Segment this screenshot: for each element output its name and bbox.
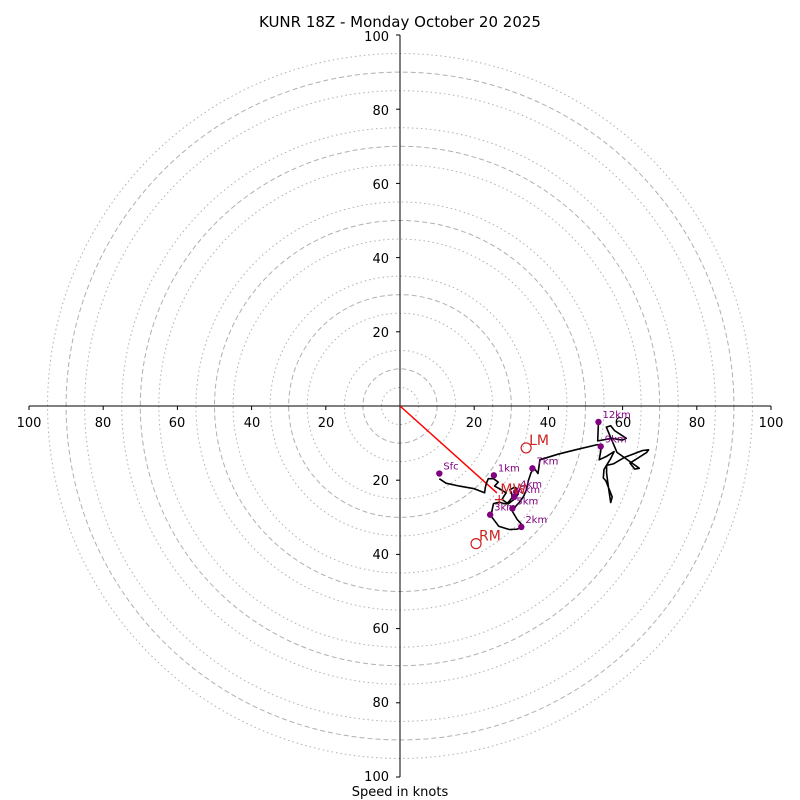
mean-wind-label: MW bbox=[500, 482, 526, 498]
y-tick-label: 40 bbox=[372, 252, 389, 267]
x-tick-label: 40 bbox=[244, 416, 261, 431]
height-marker-label: 6km bbox=[518, 485, 540, 496]
y-tick-label: 20 bbox=[372, 474, 389, 489]
x-tick-label: 100 bbox=[759, 416, 784, 431]
height-marker-label: 2km bbox=[525, 515, 547, 526]
mean-wind-vector-layer bbox=[399, 405, 498, 494]
height-marker-point bbox=[512, 488, 520, 495]
y-tick-label: 80 bbox=[372, 104, 389, 119]
x-axis-label: Speed in knots bbox=[352, 785, 449, 800]
storm-motion-label: LM bbox=[529, 433, 549, 449]
mean-wind-vector bbox=[399, 405, 498, 494]
y-tick-label: 80 bbox=[372, 696, 389, 711]
x-tick-label: 80 bbox=[689, 416, 706, 431]
height-marker-label: 12km bbox=[602, 410, 630, 421]
y-tick-labels: 100 80 60 40 20 20 40 60 80 100 bbox=[364, 30, 389, 785]
storm-motion-label: RM bbox=[479, 529, 501, 545]
height-marker-label: 9km bbox=[605, 434, 627, 445]
height-marker-label: 3km bbox=[494, 503, 516, 514]
height-marker-point bbox=[595, 418, 602, 426]
x-tick-label: 40 bbox=[540, 416, 557, 431]
x-tick-label: 100 bbox=[17, 416, 42, 431]
y-tick-label: 100 bbox=[364, 770, 389, 785]
mean-wind-marker: + bbox=[493, 492, 505, 508]
chart-title: KUNR 18Z - Monday October 20 2025 bbox=[259, 13, 541, 31]
height-marker-label: 5km bbox=[516, 496, 538, 507]
height-marker-label: 4km bbox=[520, 480, 542, 491]
height-marker-point bbox=[597, 443, 604, 450]
x-tick-label: 20 bbox=[466, 416, 483, 431]
height-marker-point bbox=[529, 465, 536, 472]
height-marker-point bbox=[511, 493, 518, 501]
height-marker-point bbox=[486, 511, 494, 518]
y-tick-label: 60 bbox=[372, 178, 389, 193]
storm-motion-marker bbox=[470, 538, 482, 550]
height-marker-label: Sfc bbox=[443, 462, 458, 473]
hodograph-trace-layer bbox=[438, 421, 650, 531]
y-tick-label: 40 bbox=[372, 548, 389, 563]
y-tick-label: 60 bbox=[372, 622, 389, 637]
x-tick-label: 60 bbox=[615, 416, 632, 431]
axis-ticks bbox=[28, 34, 772, 778]
x-tick-label: 60 bbox=[169, 416, 186, 431]
x-tick-label: 20 bbox=[318, 416, 335, 431]
height-marker-point bbox=[518, 523, 525, 531]
y-tick-label: 100 bbox=[364, 30, 389, 45]
storm-motion-marker bbox=[520, 442, 532, 454]
height-marker-label: 7km bbox=[536, 456, 558, 467]
storm-motion-layer: LM RM +MW bbox=[470, 433, 549, 550]
x-tick-labels: 100 80 60 40 20 20 40 60 80 100 bbox=[17, 416, 784, 431]
y-tick-label: 20 bbox=[372, 326, 389, 341]
height-marker-label: 1km bbox=[498, 463, 520, 474]
height-marker-point bbox=[436, 470, 443, 477]
x-tick-label: 80 bbox=[95, 416, 112, 431]
height-marker-point bbox=[509, 505, 516, 512]
height-marker-point bbox=[490, 472, 498, 479]
hodograph-trace bbox=[438, 421, 650, 531]
